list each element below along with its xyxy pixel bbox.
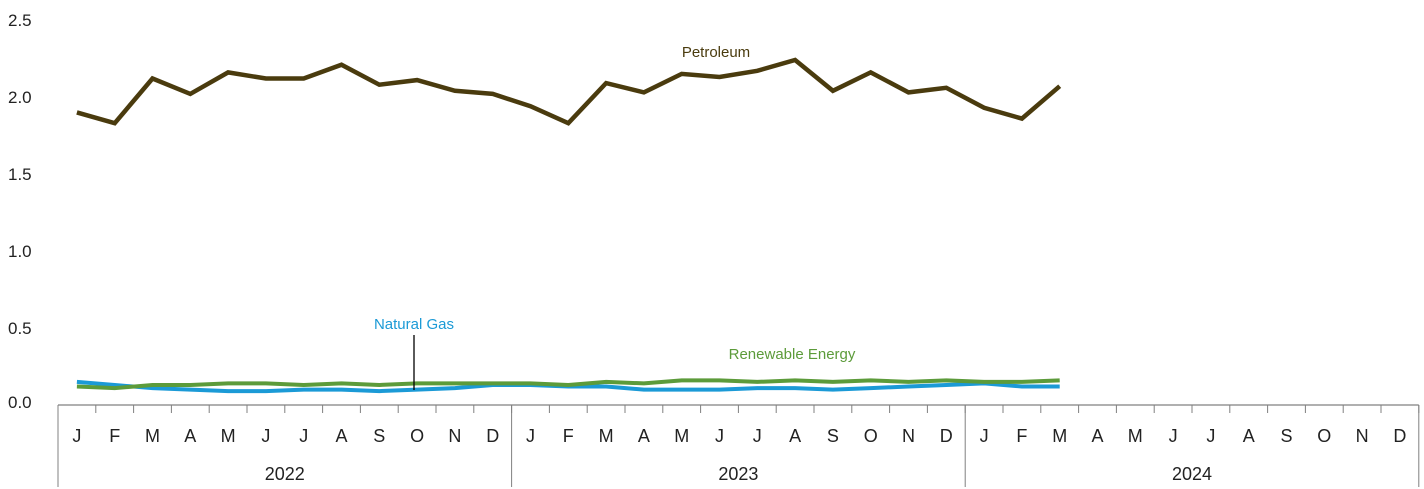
x-month-label: D xyxy=(940,426,953,446)
y-tick-label: 1.0 xyxy=(8,242,32,261)
x-month-label: F xyxy=(109,426,120,446)
x-month-label: N xyxy=(448,426,461,446)
x-month-label: F xyxy=(563,426,574,446)
x-month-label: D xyxy=(1393,426,1406,446)
y-tick-label: 2.5 xyxy=(8,11,32,30)
x-month-label: J xyxy=(1169,426,1178,446)
x-year-label: 2023 xyxy=(718,464,758,484)
x-month-label: N xyxy=(1356,426,1369,446)
renewable-energy-line xyxy=(76,378,1060,391)
x-axis: J F M A M J J A S O N D J F M A M J J A S O N D J F M A M J J A S O N D 2022… xyxy=(57,404,1420,487)
x-month-label: J xyxy=(72,426,81,446)
label-natural-gas: Natural Gas xyxy=(374,316,454,333)
x-month-label: S xyxy=(1280,426,1292,446)
y-tick-label: 2.0 xyxy=(8,88,32,107)
x-month-label: A xyxy=(335,426,347,446)
x-month-label: M xyxy=(599,426,614,446)
x-month-label: J xyxy=(526,426,535,446)
x-month-label: O xyxy=(1317,426,1331,446)
x-month-label: F xyxy=(1016,426,1027,446)
x-month-label: S xyxy=(373,426,385,446)
x-month-label: M xyxy=(1052,426,1067,446)
label-renewable-energy: Renewable Energy xyxy=(729,346,856,363)
x-month-label: M xyxy=(145,426,160,446)
x-year-label: 2024 xyxy=(1172,464,1212,484)
x-month-label: A xyxy=(638,426,650,446)
x-month-label: J xyxy=(715,426,724,446)
x-year-label: 2022 xyxy=(265,464,305,484)
x-month-label: A xyxy=(1243,426,1255,446)
x-month-label: O xyxy=(410,426,424,446)
x-month-label: J xyxy=(753,426,762,446)
x-month-label: M xyxy=(1128,426,1143,446)
y-tick-label: 0.5 xyxy=(8,319,32,338)
x-month-label: J xyxy=(299,426,308,446)
y-tick-label: 1.5 xyxy=(8,165,32,184)
x-month-label: A xyxy=(1091,426,1103,446)
y-tick-label: 0.0 xyxy=(8,393,32,412)
x-month-label: J xyxy=(980,426,989,446)
x-month-label: D xyxy=(486,426,499,446)
series-annotations: Petroleum Natural Gas Renewable Energy xyxy=(374,44,856,390)
petroleum-line xyxy=(76,57,1062,126)
x-month-label: J xyxy=(261,426,270,446)
x-month-label: O xyxy=(864,426,878,446)
x-month-label: M xyxy=(674,426,689,446)
y-axis-tick-labels: 0.0 0.5 1.0 1.5 2.0 2.5 xyxy=(8,11,32,412)
x-month-label: S xyxy=(827,426,839,446)
x-month-label: A xyxy=(789,426,801,446)
x-month-label: N xyxy=(902,426,915,446)
x-month-label: J xyxy=(1206,426,1215,446)
series-lines xyxy=(76,57,1062,394)
label-petroleum: Petroleum xyxy=(682,44,750,61)
x-month-label: M xyxy=(221,426,236,446)
x-month-label: A xyxy=(184,426,196,446)
